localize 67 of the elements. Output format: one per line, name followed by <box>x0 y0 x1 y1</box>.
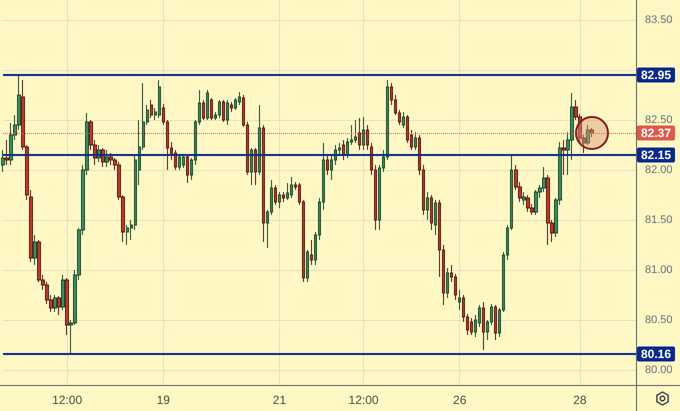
candlestick <box>282 192 285 202</box>
y-tick-label: 81.00 <box>645 264 673 276</box>
candlestick <box>262 124 265 242</box>
candlestick <box>5 140 9 166</box>
candlestick <box>258 104 261 176</box>
y-tick-label: 81.50 <box>645 214 673 226</box>
candlestick <box>186 154 189 184</box>
y-tick-label: 83.50 <box>645 14 673 26</box>
candlestick <box>362 116 365 150</box>
candlestick <box>274 184 277 206</box>
candlestick <box>414 132 417 150</box>
candlestick <box>354 120 357 144</box>
candlestick <box>65 278 69 336</box>
candlestick <box>182 154 185 168</box>
candlestick <box>526 194 530 212</box>
candlestick <box>222 100 225 122</box>
candlestick <box>306 250 309 282</box>
candlestick <box>458 290 461 310</box>
candlestick <box>482 302 485 350</box>
candlestick <box>206 90 209 120</box>
candlestick <box>210 98 213 120</box>
candlestick <box>57 296 61 316</box>
x-tick-label: 21 <box>272 393 286 407</box>
candlestick <box>158 80 161 118</box>
candlestick <box>494 304 497 340</box>
candlestick <box>426 192 429 220</box>
x-tick-label: 19 <box>156 393 170 407</box>
candlestick <box>1 150 5 172</box>
ref-line-label: 80.16 <box>641 347 672 361</box>
candlestick <box>230 102 233 112</box>
x-tick-label: 12:00 <box>348 393 379 407</box>
candlestick <box>202 100 205 120</box>
x-tick-label: 28 <box>573 393 587 407</box>
candlestick <box>546 174 550 246</box>
candlestick <box>218 100 221 118</box>
candlestick <box>150 100 153 118</box>
candlestick <box>290 176 293 198</box>
candlestick <box>226 100 229 126</box>
candlestick <box>278 192 281 208</box>
candlestick <box>250 148 253 186</box>
candlestick <box>53 294 57 312</box>
y-tick-label: 82.00 <box>645 164 673 176</box>
candlestick <box>254 148 257 186</box>
candlestick <box>434 200 437 236</box>
candlestick <box>310 240 313 266</box>
candlestick <box>33 234 37 266</box>
candlestick <box>358 118 361 150</box>
candlestick <box>430 194 433 230</box>
candlestick <box>326 154 329 176</box>
candlestick <box>366 124 369 150</box>
y-tick-label: 80.00 <box>645 364 673 376</box>
candlestick <box>342 140 345 160</box>
y-tick-label: 80.50 <box>645 314 673 326</box>
candlestick <box>61 274 65 310</box>
candlestick <box>470 318 473 336</box>
ref-line-label: 82.37 <box>641 126 672 140</box>
candlestick <box>446 268 449 298</box>
candlestick <box>522 192 526 206</box>
ref-line-label: 82.95 <box>641 68 672 82</box>
candlestick <box>178 154 181 170</box>
ref-line-label: 82.15 <box>641 148 672 162</box>
candlestick <box>105 150 109 168</box>
x-tick-label: 26 <box>453 393 467 407</box>
candlestick <box>402 112 405 128</box>
y-tick-label: 82.50 <box>645 114 673 126</box>
x-tick-label: 12:00 <box>52 393 82 407</box>
candlestick <box>562 140 566 176</box>
